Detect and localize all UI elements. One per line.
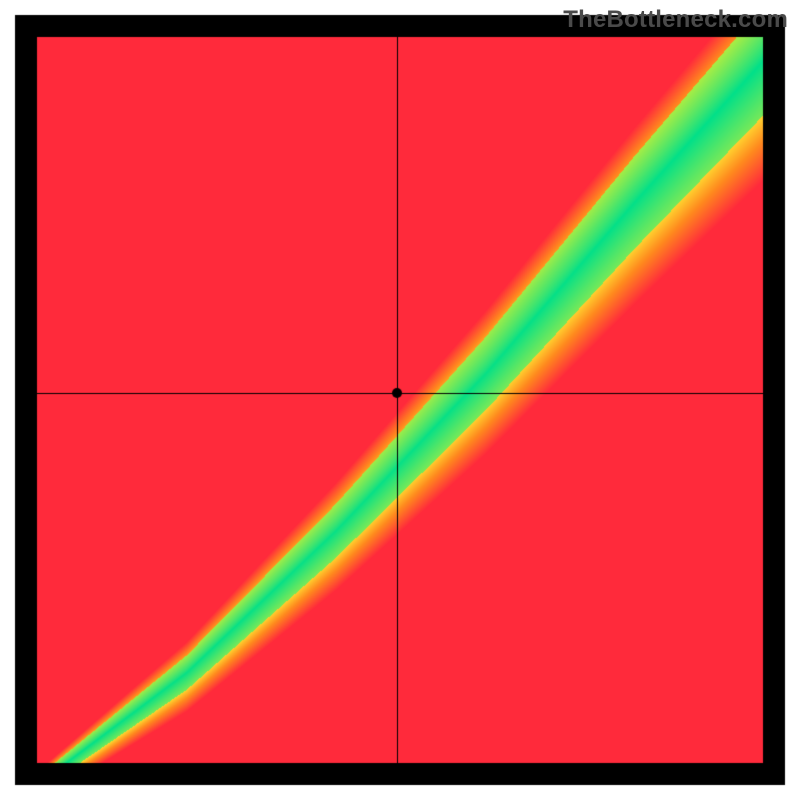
- chart-container: TheBottleneck.com: [0, 0, 800, 800]
- heatmap-canvas: [0, 0, 800, 800]
- watermark-text: TheBottleneck.com: [563, 6, 788, 34]
